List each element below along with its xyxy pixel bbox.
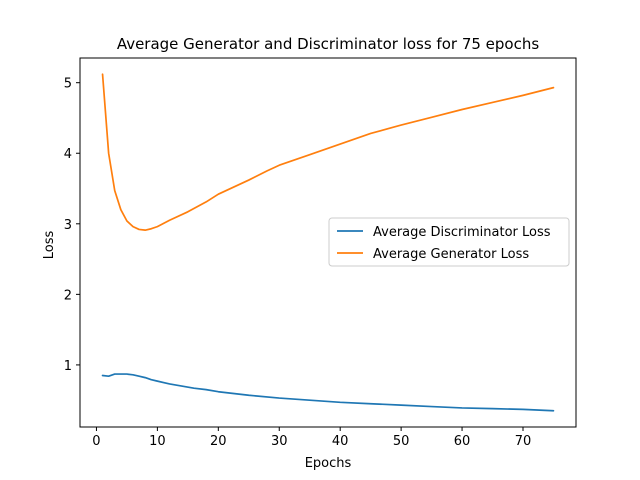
x-tick-label: 40 — [332, 434, 349, 449]
series-line-generator — [101, 73, 555, 231]
x-tick-label: 20 — [210, 434, 227, 449]
y-axis-label: Loss — [42, 231, 57, 260]
y-tick-label: 1 — [64, 359, 72, 374]
axes-frame — [79, 57, 577, 428]
x-tick-label: 70 — [515, 434, 532, 449]
y-tick-label: 2 — [64, 288, 72, 303]
chart-title: Average Generator and Discriminator loss… — [117, 35, 540, 53]
legend-label: Average Discriminator Loss — [373, 225, 551, 240]
x-tick-label: 50 — [393, 434, 410, 449]
y-tick-label: 5 — [64, 77, 72, 92]
y-tick-label: 4 — [64, 147, 72, 162]
x-axis-label: Epochs — [305, 456, 352, 471]
legend-box — [328, 217, 570, 267]
plot-area — [101, 73, 555, 412]
x-tick-label: 0 — [92, 434, 100, 449]
x-tick-label: 30 — [271, 434, 288, 449]
x-tick-label: 60 — [454, 434, 471, 449]
y-tick-label: 3 — [64, 218, 72, 233]
series-line-discriminator — [101, 373, 555, 412]
legend-label: Average Generator Loss — [373, 247, 529, 262]
legend: Average Discriminator Loss Average Genera… — [328, 217, 570, 267]
x-tick-label: 10 — [149, 434, 166, 449]
